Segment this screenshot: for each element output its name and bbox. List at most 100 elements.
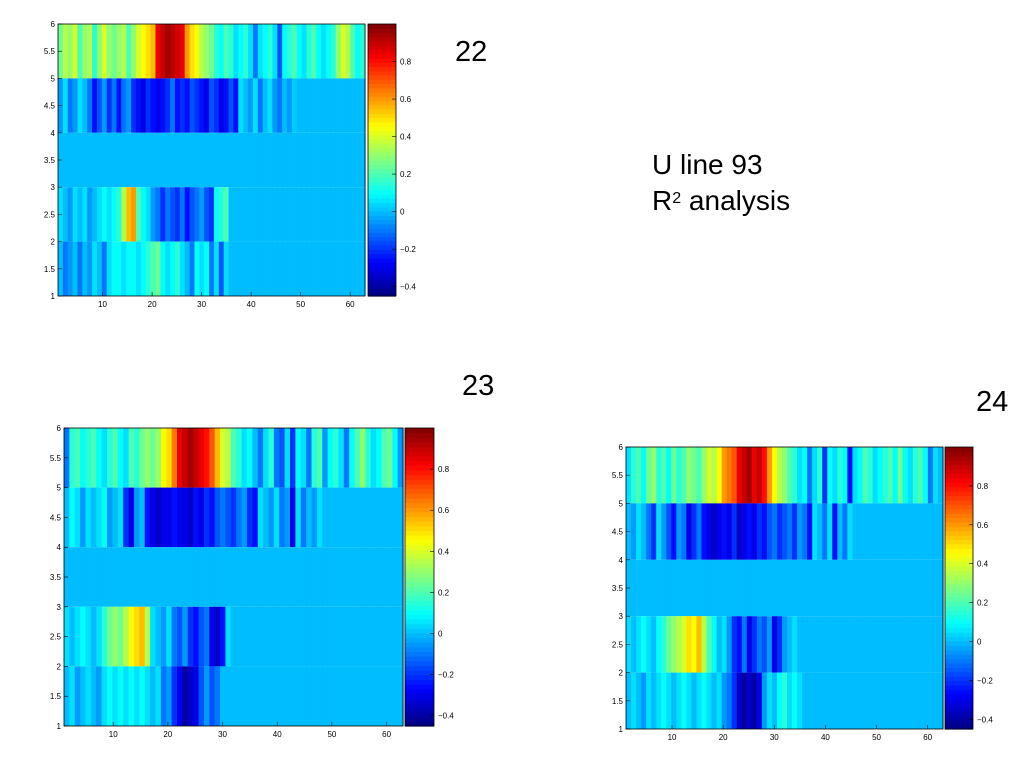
colorbar-segment [368, 58, 396, 63]
heatmap-cell [218, 187, 225, 242]
heatmap-cell [736, 559, 743, 617]
heatmap-cell [661, 672, 667, 729]
colorbar-segment [405, 558, 434, 564]
x-tick-label: 50 [296, 300, 305, 309]
heatmap-cell [343, 666, 350, 726]
colorbar-segment [945, 579, 973, 585]
heatmap-cell [171, 428, 178, 488]
heatmap-cell [199, 24, 205, 79]
x-tick-label: 10 [109, 730, 118, 739]
heatmap-cell [160, 241, 166, 296]
heatmap-cell [360, 132, 366, 188]
heatmap-cell [189, 187, 196, 242]
heatmap-cell [335, 78, 342, 133]
heatmap-cell [74, 666, 81, 726]
heatmap-cell [666, 503, 672, 560]
colorbar-segment [945, 676, 973, 682]
colorbar-segment [368, 24, 396, 29]
heatmap-cell [279, 666, 286, 726]
colorbar-segment [368, 283, 396, 289]
heatmap-cell [852, 559, 859, 617]
heatmap-cell [354, 666, 361, 726]
heatmap-cell [301, 187, 308, 242]
heatmap-cell [359, 666, 366, 726]
heatmap-cell [812, 616, 818, 673]
x-tick-label: 60 [346, 300, 355, 309]
heatmap-cell [199, 78, 205, 133]
heatmap-cell [187, 428, 194, 488]
heatmap-cell [681, 559, 687, 617]
colorbar-segment [945, 671, 973, 677]
heatmap-cell [80, 428, 87, 488]
heatmap-cell [189, 78, 196, 133]
colorbar-tick-label: 0.4 [400, 133, 412, 142]
heatmap-cell [832, 447, 838, 504]
heatmap-cell [282, 78, 288, 133]
heatmap-cell [676, 447, 682, 504]
heatmap-cell [316, 606, 323, 667]
heatmap-cell [365, 606, 372, 667]
y-tick-label: 1 [619, 725, 624, 734]
heatmap-cell [193, 487, 200, 548]
heatmap-cell [932, 503, 939, 560]
heatmap-cell [862, 447, 869, 504]
heatmap-cell [101, 187, 108, 242]
heatmap-cell [701, 503, 708, 560]
heatmap-cell [107, 666, 114, 726]
colorbar-segment [405, 451, 434, 457]
heatmap-cell [882, 447, 889, 504]
colorbar-tick-label: 0.6 [438, 506, 450, 515]
heatmap-cell [311, 241, 317, 296]
heatmap-cell [330, 187, 337, 242]
colorbar-segment [945, 447, 973, 453]
heatmap-cell [160, 187, 166, 242]
colorbar-segment [405, 721, 434, 727]
heatmap-cell [827, 447, 833, 504]
heatmap-cell [771, 447, 778, 504]
colorbar-segment [368, 53, 396, 59]
heatmap-cell [922, 447, 929, 504]
heatmap-cell [887, 616, 894, 673]
heatmap-cell [155, 666, 162, 726]
heatmap-cell [311, 428, 318, 488]
heatmap-cell [87, 24, 93, 79]
heatmap-cell [927, 559, 934, 617]
heatmap-cell [284, 547, 291, 607]
heatmap-cell [350, 132, 356, 188]
heatmap-cell [96, 24, 103, 79]
heatmap-cell [646, 503, 652, 560]
heatmap-cell [74, 547, 81, 607]
heatmap-cell [80, 487, 87, 548]
heatmap-cell [189, 132, 196, 188]
heatmap-cell [107, 487, 114, 548]
heatmap-cell [92, 241, 98, 296]
heatmap-cell [166, 487, 173, 548]
heatmap-cell [822, 447, 828, 504]
heatmap-cell [827, 672, 833, 729]
heatmap-cell [287, 187, 293, 242]
heatmap-cell [96, 241, 103, 296]
heatmap-cell [170, 24, 176, 79]
heatmap-cell [267, 24, 274, 79]
heatmap-cell [101, 132, 108, 188]
heatmap-cell [656, 503, 662, 560]
heatmap-cell [248, 187, 254, 242]
heatmap-cell [686, 447, 693, 504]
heatmap-cell [922, 559, 929, 617]
heatmap-cell [233, 187, 239, 242]
heatmap-cell [392, 487, 399, 548]
colorbar-segment [405, 483, 434, 490]
heatmap-cell [179, 24, 186, 79]
heatmap-cell [917, 559, 924, 617]
heatmap-cell [82, 78, 88, 133]
colorbar-segment [405, 600, 434, 606]
heatmap-cell [277, 24, 283, 79]
heatmap-cell [376, 487, 383, 548]
colorbar-segment [368, 240, 396, 246]
heatmap-cell [726, 447, 733, 504]
colorbar-segment [405, 469, 434, 476]
heatmap-cell [842, 616, 848, 673]
heatmap-cell [204, 187, 210, 242]
heatmap-cell [321, 24, 327, 79]
heatmap-cell [243, 132, 249, 188]
